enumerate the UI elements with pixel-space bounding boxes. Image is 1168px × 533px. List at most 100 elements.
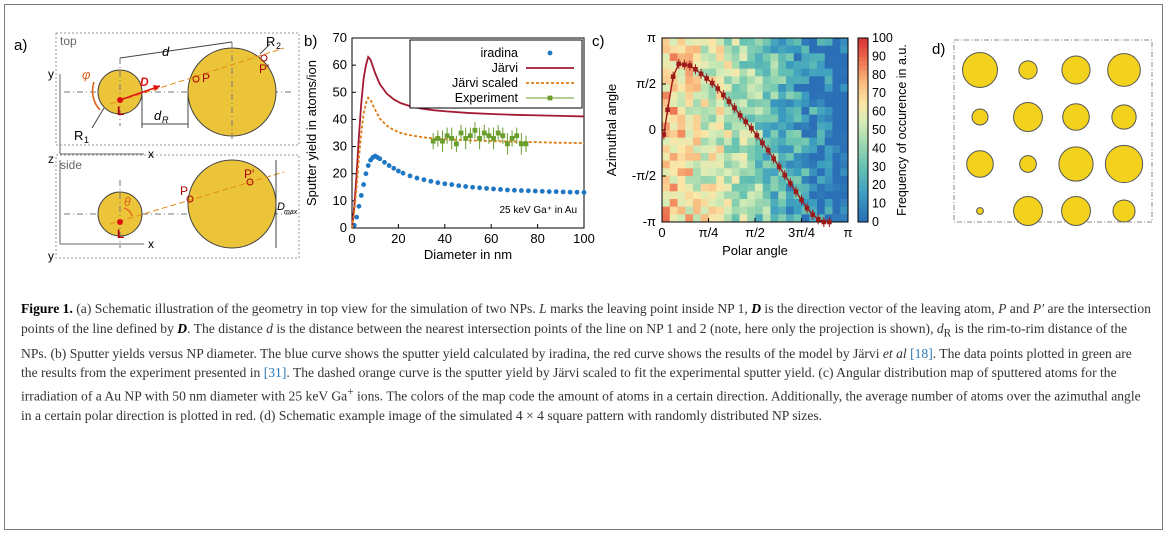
iradina-point — [477, 185, 482, 191]
heatmap-cell — [708, 137, 717, 146]
experiment-point — [440, 138, 445, 144]
heatmap-cell — [778, 137, 787, 146]
caption-symbol: P — [998, 301, 1007, 316]
heatmap-cell — [809, 176, 818, 185]
heatmap-cell — [786, 61, 795, 70]
figure-frame — [4, 4, 1163, 530]
y-tick-label: 10 — [333, 193, 347, 208]
heatmap-cell — [685, 214, 694, 223]
heatmap-cell — [669, 68, 678, 77]
x-tick-label: 60 — [484, 231, 498, 246]
heatmap-cell — [778, 107, 787, 116]
heatmap-cell — [685, 122, 694, 131]
colorbar-segment — [858, 38, 868, 44]
heatmap-cell — [739, 45, 748, 54]
heatmap-cell — [662, 76, 671, 85]
heatmap-cell — [755, 137, 764, 146]
heatmap-cell — [755, 45, 764, 54]
heatmap-cell — [824, 84, 833, 93]
experiment-point — [454, 141, 459, 147]
iradina-point — [428, 178, 434, 184]
heatmap-cell — [708, 130, 717, 139]
colorbar-tick-label: 0 — [872, 215, 879, 229]
heatmap-cell — [832, 53, 841, 62]
heatmap-cell — [677, 122, 686, 131]
nanoparticle — [1062, 103, 1090, 131]
heatmap-cell — [685, 107, 694, 116]
r1-sub: 1 — [84, 135, 89, 145]
heatmap-cell — [755, 91, 764, 100]
heatmap-cell — [662, 153, 671, 162]
experiment-point — [518, 141, 524, 147]
heatmap-cell — [716, 214, 725, 223]
nanoparticle — [1058, 146, 1094, 182]
heatmap-cell — [817, 99, 826, 108]
reference-link[interactable]: [31] — [263, 365, 287, 381]
y-axis-title: Azimuthal angle — [604, 84, 619, 177]
caption-symbol: D — [177, 320, 188, 336]
experiment-point — [491, 136, 496, 141]
heatmap-cell — [824, 183, 833, 192]
heatmap-cell — [677, 153, 686, 162]
heatmap-cell — [840, 160, 849, 169]
heatmap-cell — [793, 160, 802, 169]
heatmap-cell — [770, 122, 779, 131]
heatmap-cell — [685, 145, 694, 154]
heatmap-cell — [739, 61, 748, 70]
heatmap-cell — [801, 130, 810, 139]
heatmap-cell — [801, 183, 810, 192]
dr-sub: R — [162, 115, 169, 125]
heatmap-cell — [716, 84, 725, 93]
colorbar-tick-label: 80 — [872, 68, 886, 82]
heatmap-cell — [817, 38, 826, 47]
iradina-point — [518, 188, 524, 193]
heatmap-cell — [739, 122, 748, 131]
heatmap-cell — [669, 183, 678, 192]
heatmap-cell — [669, 99, 678, 108]
heatmap-cell — [770, 168, 779, 177]
colorbar-segment — [858, 120, 868, 126]
heatmap-cell — [685, 99, 694, 108]
experiment-point — [500, 133, 506, 139]
heatmap-cell — [669, 114, 678, 123]
heatmap-cell — [716, 114, 725, 123]
legend-swatch-marker — [547, 95, 553, 101]
iradina-point — [525, 188, 531, 194]
heatmap-cell — [840, 191, 849, 200]
heatmap-cell — [724, 176, 733, 185]
heatmap-cell — [801, 206, 810, 215]
heatmap-cell — [770, 45, 779, 54]
heatmap-cell — [809, 145, 818, 154]
heatmap-cell — [685, 153, 694, 162]
heatmap-cell — [793, 183, 802, 192]
heatmap-cell — [708, 168, 717, 177]
sputter-yield-chart: b) 0 20 40 60 80 100 0 10 20 30 40 50 60 70 Diameter i… — [304, 30, 595, 262]
average-point — [810, 212, 815, 217]
average-point — [687, 63, 693, 68]
heatmap-cell — [786, 76, 795, 85]
heatmap-cell — [724, 91, 733, 100]
heatmap-cell — [824, 68, 833, 77]
colorbar-segment — [858, 143, 868, 149]
point-p-label: P — [202, 71, 210, 85]
average-point — [670, 74, 676, 79]
heatmap-cell — [801, 107, 810, 116]
average-point — [698, 71, 704, 77]
heatmap-cell — [747, 168, 756, 177]
experiment-point — [458, 130, 464, 136]
caption-text: ions. The colors of the map code the amo… — [21, 388, 1141, 423]
heatmap-cell — [809, 45, 818, 54]
colorbar-segment — [858, 166, 868, 172]
heatmap-cell — [793, 176, 802, 185]
reference-link[interactable]: [18] — [910, 345, 933, 361]
heatmap-cell — [840, 176, 849, 185]
leaving-point-side — [117, 219, 123, 225]
heatmap-cell — [817, 130, 826, 139]
heatmap-cell — [832, 206, 841, 215]
heatmap-cell — [817, 191, 826, 200]
heatmap-cell — [731, 191, 740, 200]
heatmap-cell — [716, 122, 725, 131]
heatmap-cell — [832, 61, 841, 70]
colorbar-segment — [858, 194, 868, 200]
heatmap-cell — [724, 107, 733, 116]
